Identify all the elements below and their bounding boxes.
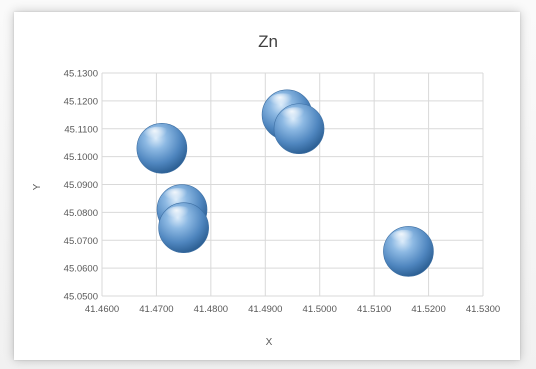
x-tick-label: 41.4600: [85, 304, 119, 315]
chart-title: Zn: [258, 32, 278, 51]
data-points: [136, 89, 434, 277]
x-tick-label: 41.4900: [248, 304, 282, 315]
y-tick-label: 45.0500: [64, 292, 98, 303]
data-point: [383, 226, 434, 277]
y-tick-label: 45.1100: [64, 124, 98, 135]
data-point: [136, 122, 188, 174]
y-tick-label: 45.1300: [64, 69, 98, 80]
y-tick-label: 45.0900: [64, 180, 98, 191]
data-point: [273, 103, 325, 155]
x-tick-label: 41.5200: [411, 304, 445, 315]
y-tick-label: 45.1000: [64, 152, 98, 163]
x-axis-ticks: 41.4600 41.4700 41.4800 41.4900 41.5000 41.51…: [85, 304, 500, 315]
gridlines: [101, 72, 484, 297]
y-axis-label: Y: [32, 183, 43, 190]
y-tick-label: 45.0800: [64, 208, 98, 219]
chart-card: [14, 12, 520, 360]
y-tick-label: 45.0600: [64, 264, 98, 275]
y-tick-label: 45.0700: [64, 236, 98, 247]
data-point: [158, 202, 209, 254]
y-axis-ticks: 45.0500 45.0600 45.0700 45.0800 45.0900 45.10…: [64, 69, 98, 303]
x-tick-label: 41.4700: [139, 304, 173, 315]
x-tick-label: 41.5000: [303, 304, 337, 315]
x-tick-label: 41.5100: [357, 304, 391, 315]
x-tick-label: 41.4800: [194, 304, 228, 315]
y-tick-label: 45.1200: [64, 96, 98, 107]
x-axis-label: X: [266, 337, 273, 348]
x-tick-label: 41.5300: [466, 304, 500, 315]
